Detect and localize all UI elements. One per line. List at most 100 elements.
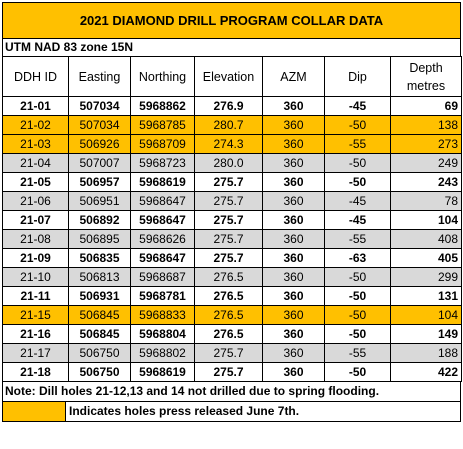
cell-azm: 360 [262, 286, 325, 306]
cell-azm: 360 [262, 210, 325, 230]
cell-ddh-id: 21-16 [2, 324, 69, 344]
cell-azm: 360 [262, 191, 325, 211]
cell-elevation: 275.7 [194, 172, 263, 192]
cell-dip: -45 [324, 210, 391, 230]
table-row: 21-05 506957 5968619 275.7 360 -50 243 [2, 172, 462, 192]
cell-ddh-id: 21-18 [2, 362, 69, 382]
cell-elevation: 276.5 [194, 267, 263, 287]
col-dip: Dip [324, 56, 391, 97]
col-northing: Northing [130, 56, 195, 97]
table-row: 21-01 507034 5968862 276.9 360 -45 69 [2, 96, 462, 116]
sheet-title: 2021 DIAMOND DRILL PROGRAM COLLAR DATA [2, 2, 461, 39]
cell-easting: 506813 [68, 267, 131, 287]
table-row: 21-11 506931 5968781 276.5 360 -50 131 [2, 286, 462, 306]
note-text: Note: Dill holes 21-12,13 and 14 not dri… [2, 382, 461, 402]
cell-elevation: 275.7 [194, 343, 263, 363]
cell-northing: 5968723 [130, 153, 195, 173]
table-body: 21-01 507034 5968862 276.9 360 -45 69 21-02 5070… [2, 96, 462, 382]
cell-depth: 188 [390, 343, 462, 363]
cell-easting: 506957 [68, 172, 131, 192]
cell-ddh-id: 21-09 [2, 248, 69, 268]
cell-ddh-id: 21-17 [2, 343, 69, 363]
collar-data-sheet: 2021 DIAMOND DRILL PROGRAM COLLAR DATA U… [2, 2, 462, 422]
table-row: 21-04 507007 5968723 280.0 360 -50 249 [2, 153, 462, 173]
cell-dip: -50 [324, 324, 391, 344]
cell-easting: 506931 [68, 286, 131, 306]
cell-ddh-id: 21-06 [2, 191, 69, 211]
cell-easting: 507007 [68, 153, 131, 173]
cell-northing: 5968785 [130, 115, 195, 135]
cell-azm: 360 [262, 248, 325, 268]
cell-easting: 506951 [68, 191, 131, 211]
cell-dip: -45 [324, 96, 391, 116]
cell-azm: 360 [262, 115, 325, 135]
cell-azm: 360 [262, 267, 325, 287]
cell-easting: 506845 [68, 324, 131, 344]
cell-elevation: 280.7 [194, 115, 263, 135]
cell-elevation: 274.3 [194, 134, 263, 154]
cell-northing: 5968687 [130, 267, 195, 287]
cell-depth: 78 [390, 191, 462, 211]
cell-dip: -50 [324, 172, 391, 192]
cell-azm: 360 [262, 343, 325, 363]
collar-table: DDH ID Easting Northing Elevation AZM Di… [2, 56, 462, 382]
cell-ddh-id: 21-07 [2, 210, 69, 230]
cell-azm: 360 [262, 305, 325, 325]
cell-dip: -55 [324, 229, 391, 249]
cell-depth: 408 [390, 229, 462, 249]
cell-northing: 5968781 [130, 286, 195, 306]
header-row: DDH ID Easting Northing Elevation AZM Di… [2, 56, 462, 97]
cell-easting: 506926 [68, 134, 131, 154]
cell-ddh-id: 21-05 [2, 172, 69, 192]
table-row: 21-10 506813 5968687 276.5 360 -50 299 [2, 267, 462, 287]
table-row: 21-06 506951 5968647 275.7 360 -45 78 [2, 191, 462, 211]
cell-elevation: 275.7 [194, 362, 263, 382]
cell-northing: 5968802 [130, 343, 195, 363]
cell-depth: 243 [390, 172, 462, 192]
cell-dip: -50 [324, 115, 391, 135]
cell-elevation: 280.0 [194, 153, 263, 173]
cell-azm: 360 [262, 153, 325, 173]
cell-elevation: 276.5 [194, 305, 263, 325]
cell-elevation: 276.5 [194, 286, 263, 306]
cell-easting: 506750 [68, 343, 131, 363]
cell-dip: -55 [324, 343, 391, 363]
cell-depth: 273 [390, 134, 462, 154]
table-row: 21-15 506845 5968833 276.5 360 -50 104 [2, 305, 462, 325]
cell-depth: 138 [390, 115, 462, 135]
cell-depth: 405 [390, 248, 462, 268]
cell-easting: 506835 [68, 248, 131, 268]
cell-azm: 360 [262, 324, 325, 344]
table-row: 21-03 506926 5968709 274.3 360 -55 273 [2, 134, 462, 154]
cell-azm: 360 [262, 134, 325, 154]
cell-northing: 5968709 [130, 134, 195, 154]
cell-northing: 5968619 [130, 362, 195, 382]
table-row: 21-07 506892 5968647 275.7 360 -45 104 [2, 210, 462, 230]
cell-ddh-id: 21-03 [2, 134, 69, 154]
cell-northing: 5968833 [130, 305, 195, 325]
cell-elevation: 276.9 [194, 96, 263, 116]
cell-depth: 422 [390, 362, 462, 382]
cell-azm: 360 [262, 96, 325, 116]
legend: Indicates holes press released June 7th. [2, 402, 461, 422]
cell-ddh-id: 21-02 [2, 115, 69, 135]
cell-azm: 360 [262, 172, 325, 192]
cell-dip: -50 [324, 362, 391, 382]
cell-depth: 104 [390, 210, 462, 230]
col-easting: Easting [68, 56, 131, 97]
cell-elevation: 275.7 [194, 210, 263, 230]
cell-depth: 131 [390, 286, 462, 306]
cell-ddh-id: 21-01 [2, 96, 69, 116]
table-row: 21-02 507034 5968785 280.7 360 -50 138 [2, 115, 462, 135]
cell-easting: 507034 [68, 115, 131, 135]
cell-depth: 249 [390, 153, 462, 173]
cell-northing: 5968626 [130, 229, 195, 249]
table-row: 21-08 506895 5968626 275.7 360 -55 408 [2, 229, 462, 249]
cell-ddh-id: 21-08 [2, 229, 69, 249]
col-azm: AZM [262, 56, 325, 97]
cell-dip: -45 [324, 191, 391, 211]
cell-dip: -55 [324, 134, 391, 154]
table-row: 21-16 506845 5968804 276.5 360 -50 149 [2, 324, 462, 344]
cell-ddh-id: 21-04 [2, 153, 69, 173]
cell-easting: 507034 [68, 96, 131, 116]
